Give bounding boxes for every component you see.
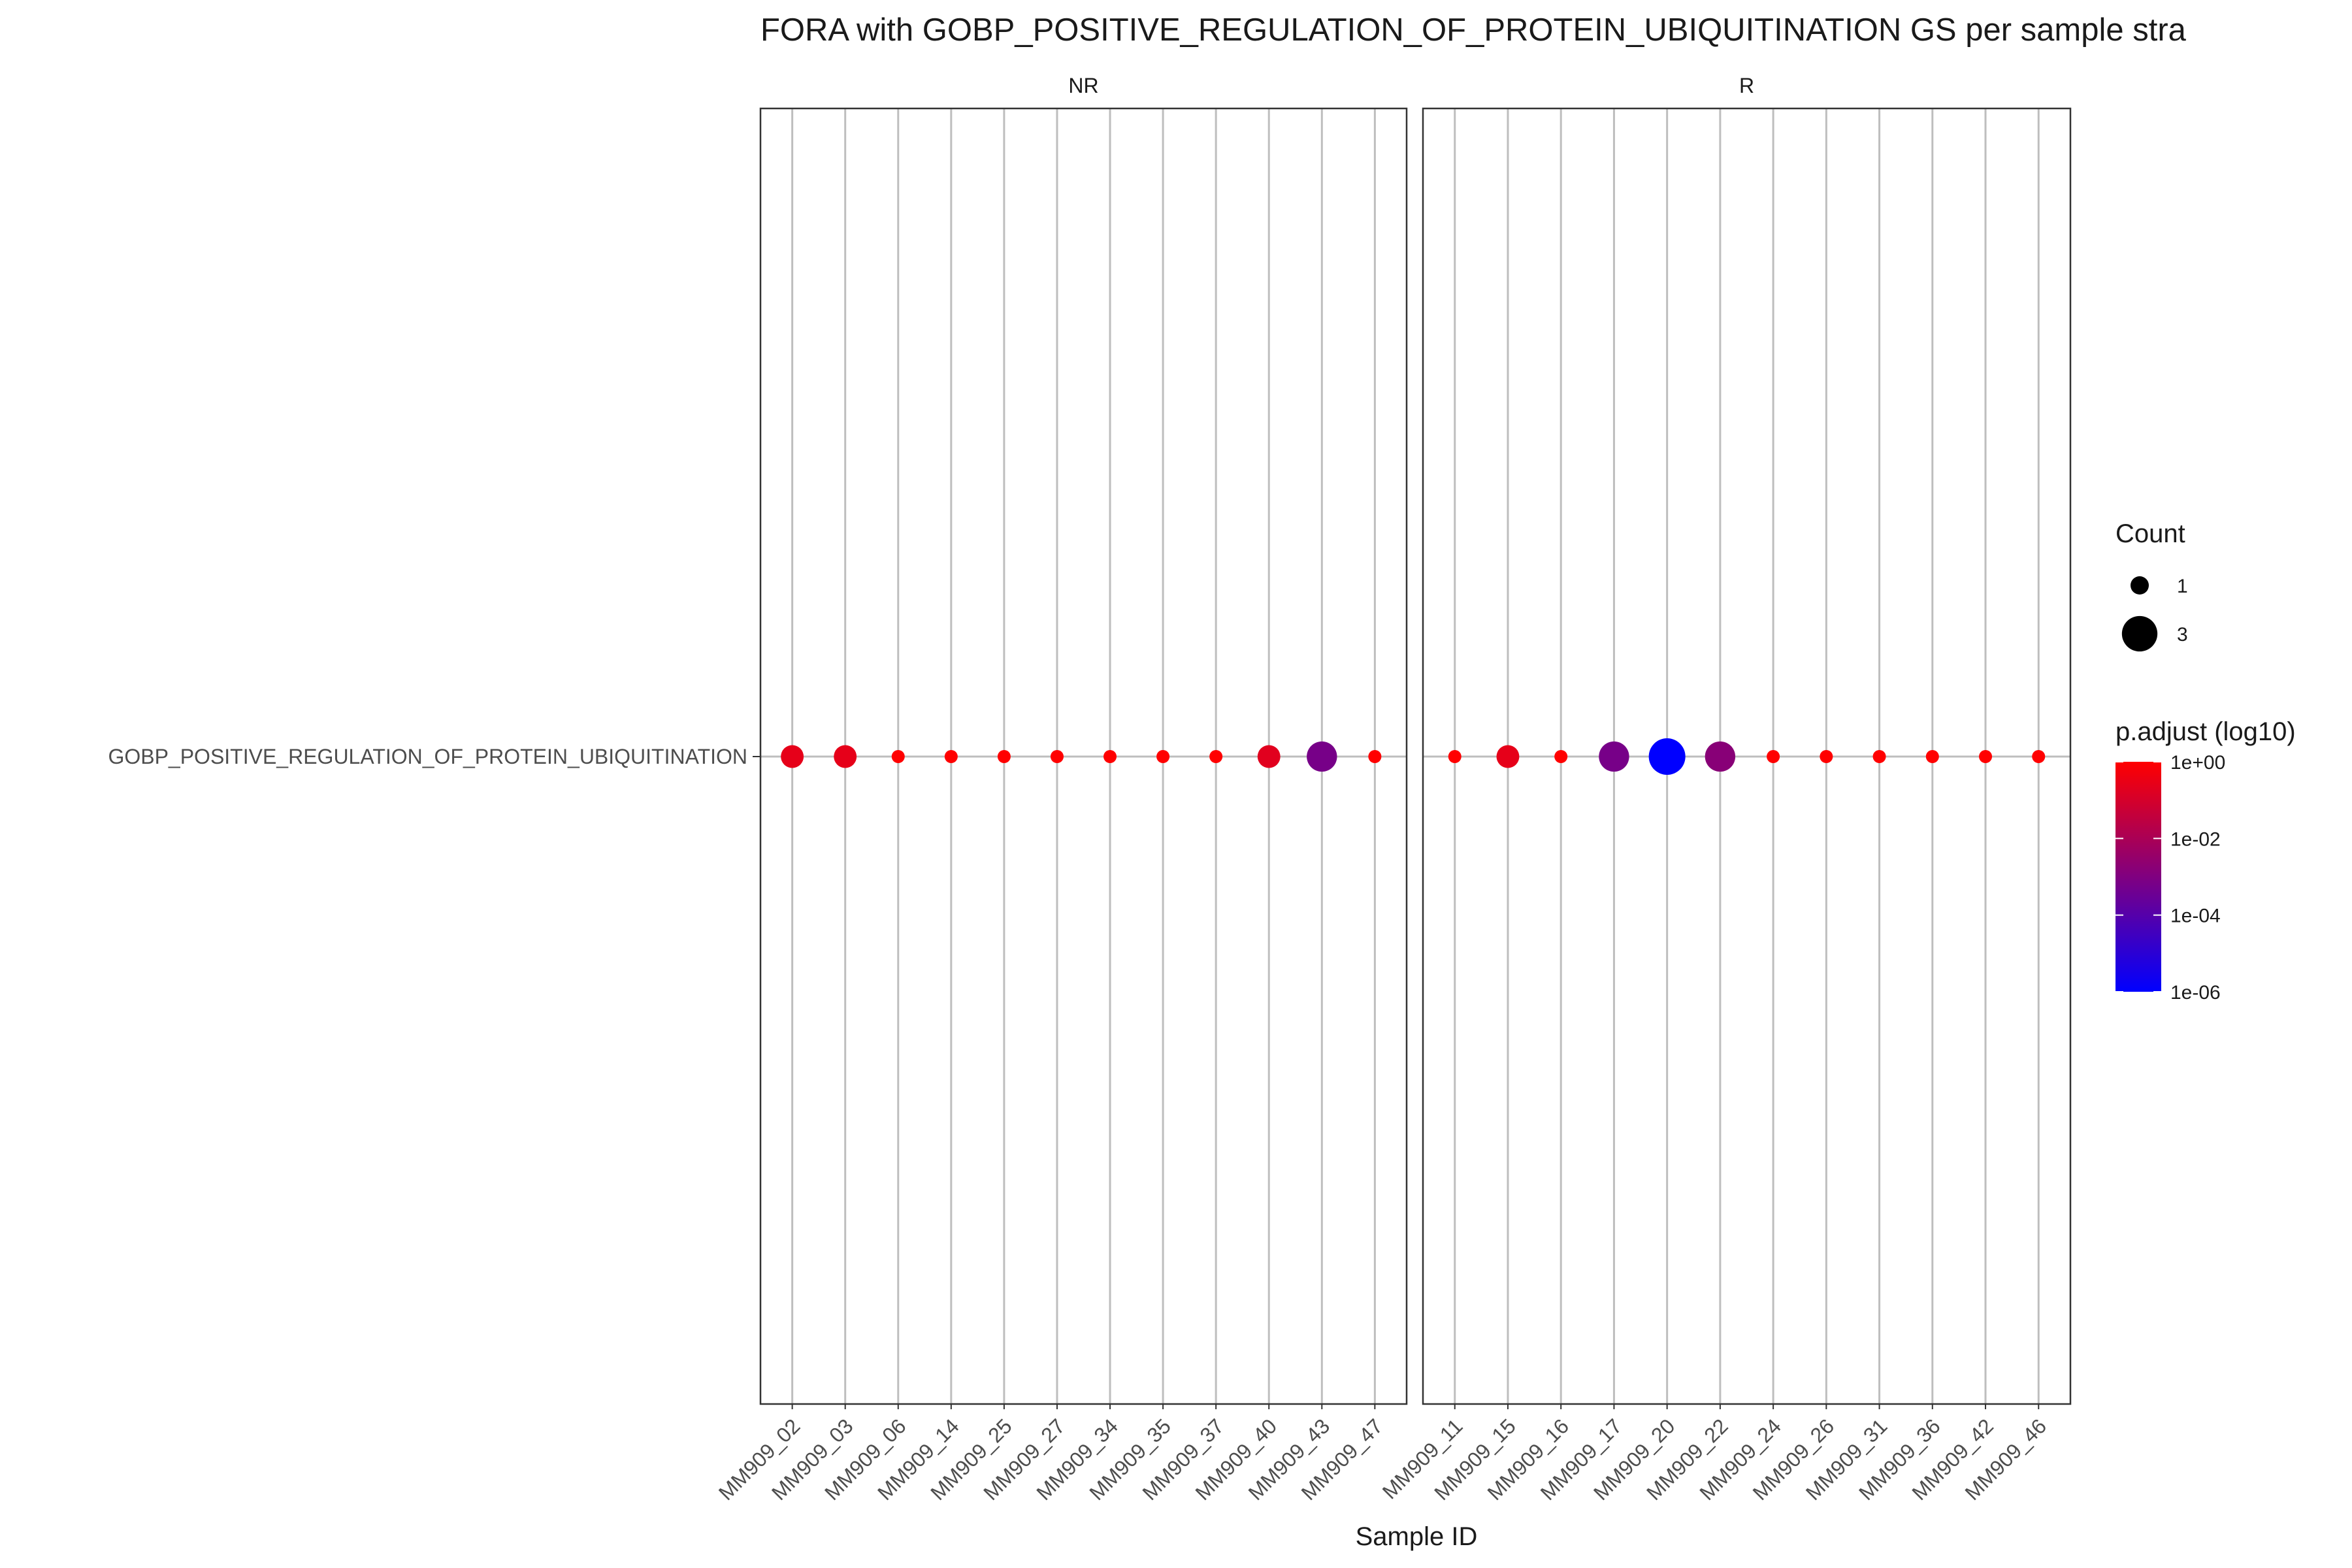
data-point (1648, 738, 1686, 775)
data-point (997, 750, 1011, 763)
facet-panel-nr: NR (759, 74, 1408, 1409)
data-point (1103, 750, 1117, 763)
data-point (1257, 745, 1281, 768)
data-point (1767, 750, 1780, 763)
data-point (1705, 741, 1736, 772)
data-point (1554, 750, 1568, 763)
data-point (1496, 745, 1520, 768)
color-legend-label: 1e-06 (2170, 982, 2221, 1004)
facet-panels: NR R (759, 74, 2072, 1409)
data-point (1368, 750, 1382, 763)
data-point (781, 745, 804, 768)
data-point (944, 750, 958, 763)
x-axis-title: Sample ID (1356, 1522, 1478, 1551)
data-point (1448, 750, 1462, 763)
legend: Count 1 3 p.adjust (log10) 1e+00 1e-02 1e-04 1e… (2115, 519, 2296, 1004)
data-point (1599, 741, 1629, 772)
data-point (1050, 750, 1064, 763)
x-axis-tick-labels: MM909_02MM909_03MM909_06MM909_14MM909_25… (714, 1414, 2051, 1505)
y-tick-label: GOBP_POSITIVE_REGULATION_OF_PROTEIN_UBIQ… (108, 745, 747, 768)
chart-title: FORA with GOBP_POSITIVE_REGULATION_OF_PR… (760, 12, 2187, 48)
panel-border (1422, 107, 2072, 1405)
facet-strip-label: R (1739, 74, 1754, 97)
color-legend-label: 1e-02 (2170, 828, 2221, 850)
size-legend-label: 1 (2177, 576, 2188, 597)
data-point (2032, 750, 2046, 763)
size-legend-key (2121, 615, 2158, 652)
size-legend-key (2131, 576, 2149, 595)
facet-strip-label: NR (1068, 74, 1098, 97)
facet-panel-r: R (1422, 74, 2072, 1409)
data-point (1872, 750, 1886, 763)
data-point (1209, 750, 1223, 763)
data-point (891, 750, 905, 763)
size-legend-title: Count (2115, 519, 2185, 548)
data-point (834, 745, 857, 768)
color-legend-title: p.adjust (log10) (2115, 717, 2296, 746)
y-axis-labels: GOBP_POSITIVE_REGULATION_OF_PROTEIN_UBIQ… (108, 745, 760, 768)
data-point (1979, 750, 1993, 763)
data-point (1925, 750, 1939, 763)
color-legend-bar (2115, 762, 2161, 992)
data-point (1307, 741, 1337, 772)
data-point (1156, 750, 1170, 763)
color-legend-label: 1e-04 (2170, 906, 2221, 927)
color-legend-label: 1e+00 (2170, 752, 2225, 774)
data-point (1820, 750, 1833, 763)
size-legend-label: 3 (2177, 624, 2188, 645)
